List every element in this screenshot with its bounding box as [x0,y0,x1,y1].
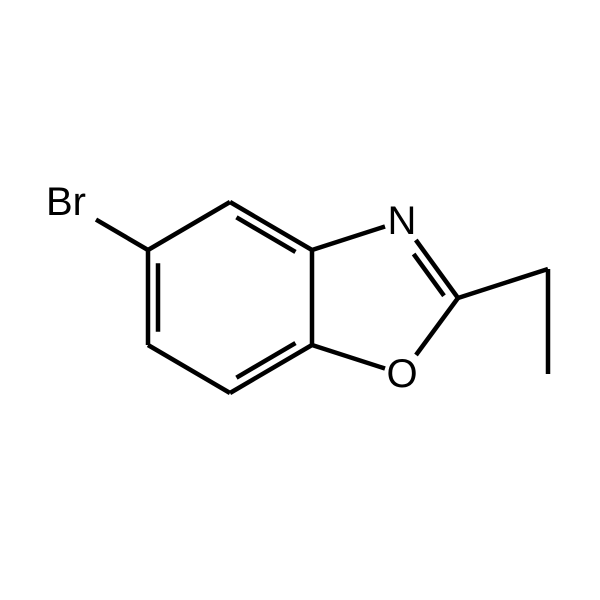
atom-label-br: Br [46,180,86,224]
bond-line [312,345,385,369]
molecule-diagram: Br N O [0,0,600,600]
bond-line [148,345,230,393]
bond-line [230,345,312,393]
atom-label-n: N [388,199,417,243]
bond-line [148,202,230,250]
bond-line [312,226,385,250]
bond-line [416,298,458,355]
bond-line [458,269,548,298]
bond-line [96,220,148,250]
bond-line [230,202,312,250]
atom-label-o: O [386,352,417,396]
